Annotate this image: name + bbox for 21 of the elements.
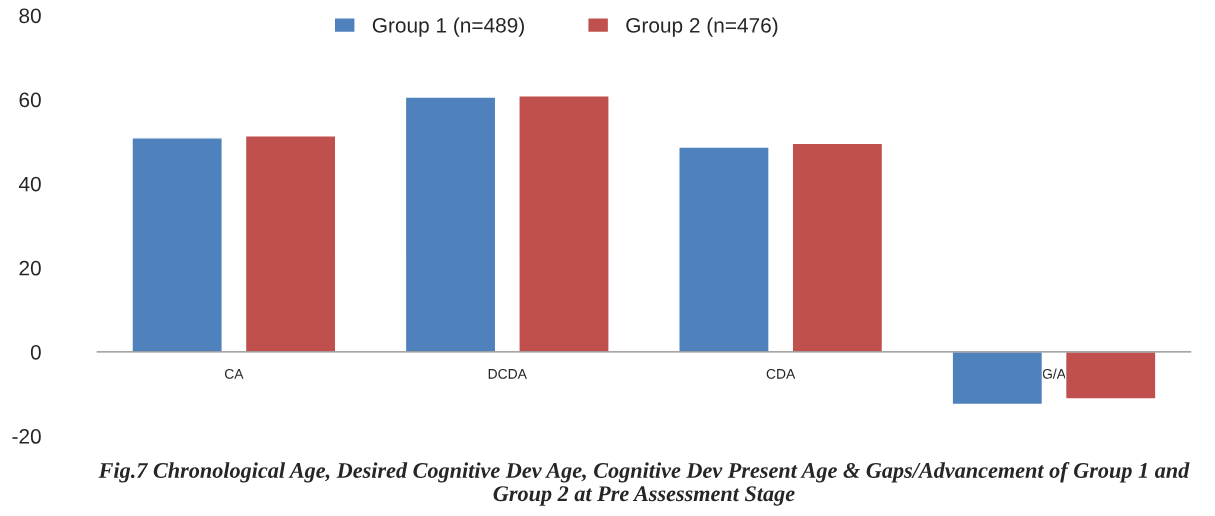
legend-label: Group 2 (n=476): [626, 17, 778, 37]
caption: Fig.7 Chronological Age, Desired Cognitive Dev Age, Cognitive Dev Present Age & Gaps/Advancement of Group 1 and Group 2 at Pre Assessment Stage: [98, 462, 1190, 506]
x-tick-label: CA: [224, 368, 244, 379]
bar: [951, 351, 1044, 406]
x-tick-label: G/A: [1042, 368, 1066, 379]
y-tick-label: -20: [12, 429, 41, 444]
y-tick-label: 60: [19, 92, 41, 108]
bar: [131, 137, 223, 353]
y-tick-label: 20: [19, 260, 41, 276]
y-tick-label: 40: [18, 176, 41, 192]
bar: [518, 95, 610, 353]
x-tick-label: DCDA: [488, 368, 527, 379]
y-tick-label: 0: [30, 344, 41, 360]
bar: [244, 135, 337, 353]
y-tick-label: 80: [19, 8, 41, 24]
x-tick-label: CDA: [766, 368, 796, 379]
bar: [791, 142, 884, 353]
bar: [1064, 351, 1157, 400]
bar: [404, 96, 497, 353]
legend-label: Group 1 (n=489): [372, 17, 524, 37]
bar: [678, 146, 770, 353]
